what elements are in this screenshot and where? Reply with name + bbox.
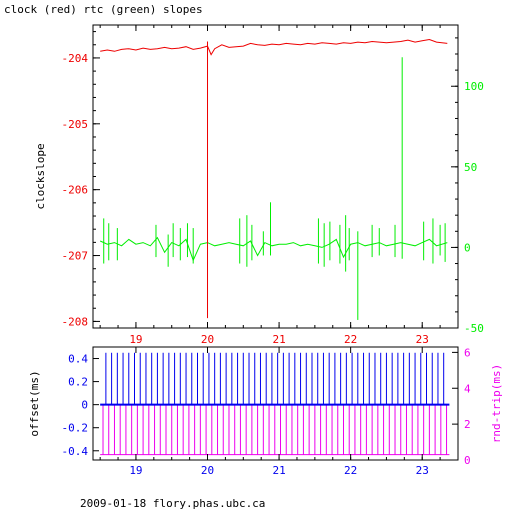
bottom-x-tick-label: 19 [129, 464, 142, 477]
top-x-tick-label: 19 [129, 333, 142, 346]
chart-title: clock (red) rtc (green) slopes [4, 3, 203, 16]
top-y-axis-label: clockslope [34, 143, 47, 209]
offset-y-tick-label: 0.2 [68, 376, 88, 389]
rtc-slope-series [99, 236, 448, 262]
offset-y-tick-label: 0.4 [68, 353, 88, 366]
left-y-tick-label: -207 [62, 250, 89, 263]
top-x-tick-label: 21 [272, 333, 285, 346]
left-y-tick-label: -206 [62, 184, 89, 197]
left-y-tick-label: -208 [62, 315, 89, 328]
top-x-tick-label: 20 [201, 333, 214, 346]
right-y-tick-label: -50 [464, 322, 484, 335]
top-x-tick-label: 22 [344, 333, 357, 346]
clock-slope-series [100, 38, 448, 56]
offset-axis-label: offset(ms) [28, 370, 41, 436]
offset-y-tick-label: -0.2 [62, 422, 89, 435]
roundtrip-y-tick-label: 4 [464, 382, 471, 395]
left-y-tick-label: -204 [62, 52, 89, 65]
roundtrip-y-tick-label: 6 [464, 346, 471, 359]
roundtrip-y-tick-label: 2 [464, 418, 471, 431]
bottom-x-tick-label: 21 [272, 464, 285, 477]
right-y-tick-label: 50 [464, 161, 477, 174]
roundtrip-y-tick-label: 0 [464, 454, 471, 467]
footer-caption: 2009-01-18 flory.phas.ubc.ca [80, 497, 266, 510]
bottom-plot-frame [92, 346, 459, 461]
offset-y-tick-label: 0 [81, 399, 88, 412]
bottom-x-tick-label: 20 [201, 464, 214, 477]
left-y-tick-label: -205 [62, 118, 89, 131]
roundtrip-axis-label: rnd-trip(ms) [490, 364, 503, 443]
bottom-x-tick-label: 22 [344, 464, 357, 477]
top-x-tick-label: 23 [416, 333, 429, 346]
offset-y-tick-label: -0.4 [62, 445, 89, 458]
right-y-tick-label: 100 [464, 80, 484, 93]
bottom-x-tick-label: 23 [416, 464, 429, 477]
right-y-tick-label: 0 [464, 241, 471, 254]
top-plot-frame [92, 24, 459, 329]
